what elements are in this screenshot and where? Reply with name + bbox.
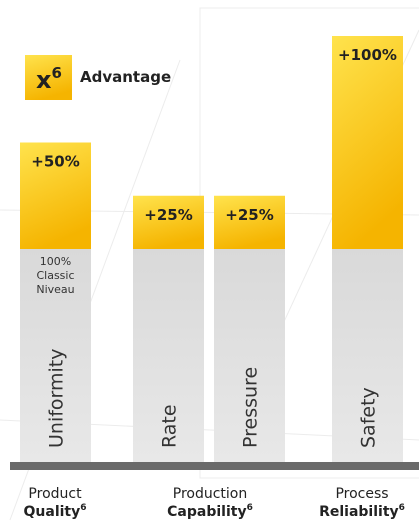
group-bold: Capability6 <box>167 503 253 520</box>
group-sup: 6 <box>80 503 86 513</box>
group-bold-text: Reliability <box>319 504 399 520</box>
base-bar <box>133 249 204 462</box>
baseline <box>10 462 419 470</box>
base-caption: Niveau <box>36 283 74 296</box>
base-bar <box>332 249 403 462</box>
group-name: Process <box>335 486 388 502</box>
category-label: Pressure <box>240 367 262 448</box>
group-name: Product <box>28 486 82 502</box>
bar <box>332 36 403 249</box>
data-label: +50% <box>31 153 79 171</box>
category-label: Uniformity <box>46 349 68 449</box>
data-label: +25% <box>144 206 192 224</box>
legend-label: Advantage <box>80 68 171 86</box>
base-bar <box>214 249 285 462</box>
group-bold-text: Quality <box>24 504 81 520</box>
bar <box>214 195 285 249</box>
base-bar <box>20 249 91 462</box>
data-label: +100% <box>338 46 397 64</box>
category-label: Rate <box>159 404 181 448</box>
legend-symbol-box <box>25 55 72 100</box>
base-label: 100% <box>40 255 71 268</box>
group-bold-text: Capability <box>167 504 246 520</box>
group-bold: Quality6 <box>24 503 87 520</box>
base-caption: Classic <box>36 269 74 282</box>
group-sup: 6 <box>399 503 405 513</box>
group-bold: Reliability6 <box>319 503 405 520</box>
bar <box>20 142 91 249</box>
group-name: Production <box>173 486 247 502</box>
category-label: Safety <box>358 387 380 448</box>
group-sup: 6 <box>247 503 253 513</box>
bar <box>133 195 204 249</box>
data-label: +25% <box>225 206 273 224</box>
legend-symbol: x6 <box>36 64 62 94</box>
